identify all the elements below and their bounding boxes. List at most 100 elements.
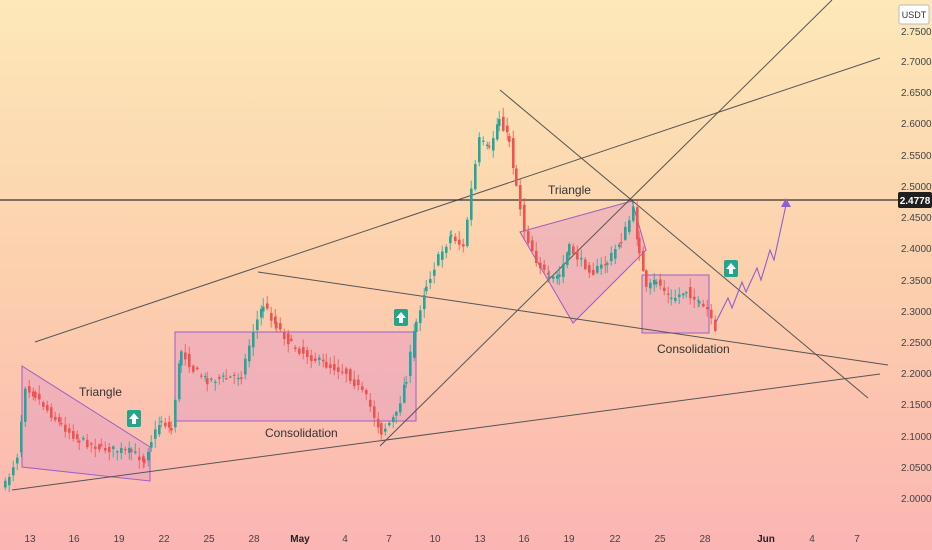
candle-body	[606, 262, 609, 265]
x-tick-label: 16	[518, 534, 530, 545]
candle-body	[515, 168, 518, 186]
price-tag-text: 2.4778	[900, 196, 931, 207]
candle-body	[663, 287, 666, 292]
triangle-pattern-2[interactable]	[519, 200, 647, 324]
candle-body	[170, 428, 173, 431]
x-tick-label: 28	[699, 534, 711, 545]
candle-body	[138, 456, 141, 461]
candle-body	[147, 451, 150, 461]
candle-body	[377, 418, 380, 428]
candle-body	[192, 365, 195, 372]
candle-body	[112, 446, 115, 450]
candle-body	[353, 379, 356, 387]
candle-body	[130, 448, 133, 452]
candle-body	[218, 376, 221, 379]
y-tick-label: 2.2500	[901, 338, 932, 349]
x-tick-label: 7	[854, 534, 860, 545]
candle-body	[413, 331, 416, 358]
candle-body	[693, 296, 696, 300]
trend-line[interactable]	[499, 89, 869, 399]
candle-body	[496, 124, 499, 140]
candle-body	[638, 237, 641, 254]
candle-body	[568, 244, 571, 256]
triangle-label: Triangle	[548, 183, 591, 197]
candle-body	[415, 321, 418, 332]
y-tick-label: 2.0500	[901, 463, 932, 474]
candle-body	[58, 417, 61, 423]
candle-body	[600, 264, 603, 269]
candle-body	[702, 303, 705, 307]
y-tick-label: 2.4000	[901, 244, 932, 255]
candle-body	[474, 164, 477, 190]
candle-body	[28, 386, 31, 393]
currency-label[interactable]: USDT	[898, 4, 930, 25]
candle-body	[116, 451, 119, 453]
candle-body	[206, 378, 209, 385]
candle-body	[506, 125, 509, 133]
candle-body	[200, 375, 203, 377]
candle-body	[128, 447, 131, 453]
candle-body	[42, 402, 45, 407]
candle-body	[604, 264, 607, 266]
candle-body	[196, 367, 199, 370]
candle-body	[433, 269, 436, 276]
candle-body	[502, 116, 505, 131]
candle-body	[240, 377, 243, 379]
candle-body	[466, 219, 469, 246]
candle-body	[409, 351, 412, 377]
candle-body	[512, 138, 515, 169]
candle-body	[642, 251, 645, 271]
candle-body	[659, 279, 662, 286]
candle-body	[54, 416, 57, 420]
candle-body	[4, 480, 7, 488]
y-tick-label: 2.5500	[901, 151, 932, 162]
x-tick-label: 19	[113, 534, 125, 545]
x-tick-label: 25	[654, 534, 666, 545]
candle-body	[260, 308, 263, 318]
candle-body	[78, 440, 81, 443]
candle-body	[462, 244, 465, 247]
x-tick-label: May	[290, 534, 310, 545]
x-tick-label: 28	[248, 534, 260, 545]
up-arrow-icon	[396, 312, 406, 323]
candle-body	[653, 279, 656, 285]
trend-line[interactable]	[11, 373, 881, 491]
candle-body	[458, 239, 461, 245]
candle-body	[478, 137, 481, 163]
candle-body	[384, 428, 387, 432]
candle-body	[584, 259, 587, 270]
candle-body	[486, 144, 489, 147]
candle-body	[369, 399, 372, 407]
up-arrow-badge	[394, 309, 408, 326]
candle-body	[143, 458, 146, 464]
candle-body	[543, 264, 546, 270]
candle-body	[120, 448, 123, 453]
candle-body	[649, 282, 652, 289]
candle-body	[229, 376, 232, 378]
trend-line[interactable]	[379, 0, 833, 447]
candle-body	[8, 476, 11, 486]
trend-line[interactable]	[257, 271, 889, 366]
x-tick-label: 10	[429, 534, 441, 545]
candle-body	[275, 322, 278, 329]
candle-body	[437, 254, 440, 266]
candle-body	[104, 447, 107, 451]
x-tick-label: 16	[68, 534, 80, 545]
candle-body	[588, 265, 591, 273]
forecast-arrowhead	[781, 198, 791, 207]
candle-body	[158, 425, 161, 435]
y-tick-label: 2.4500	[901, 213, 932, 224]
candle-body	[624, 226, 627, 240]
candle-body	[225, 378, 228, 380]
candle-body	[244, 358, 247, 375]
candle-body	[710, 309, 713, 319]
candle-body	[82, 437, 85, 440]
candle-body	[76, 434, 79, 440]
candle-body	[697, 300, 700, 302]
candle-body	[210, 378, 213, 380]
candle-body	[298, 348, 301, 354]
candle-body	[592, 269, 595, 275]
candle-body	[392, 417, 395, 423]
forecast-path	[715, 204, 787, 323]
